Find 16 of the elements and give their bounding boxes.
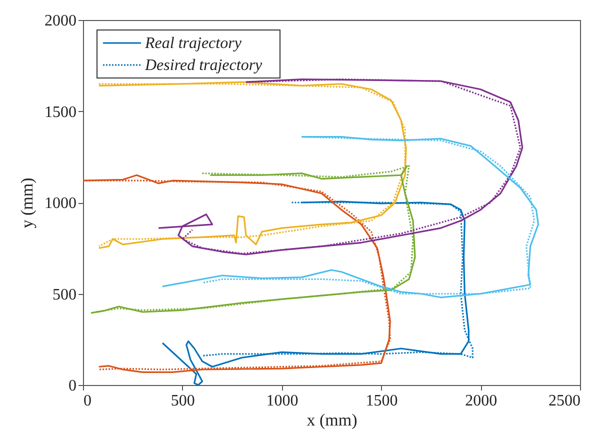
y-axis-title: y (mm) [18, 178, 36, 228]
y-tick-label: 1000 [44, 195, 76, 212]
x-tick-label: 0 [84, 392, 92, 410]
x-tick-label: 1500 [366, 392, 398, 410]
legend-label: Real trajectory [144, 35, 242, 52]
y-tick-label: 0 [68, 378, 76, 394]
x-tick-label: 2500 [548, 392, 580, 410]
x-tick-label: 500 [170, 392, 195, 410]
y-tick-label: 1500 [44, 104, 76, 121]
x-tick-label: 2000 [465, 392, 498, 410]
line-series [162, 200, 470, 385]
y-tick-label: 500 [52, 286, 76, 304]
y-tick-label: 2000 [44, 12, 76, 30]
x-axis-title: x (mm) [306, 410, 358, 430]
legend-label: Desired trajectory [144, 57, 264, 74]
x-tick-label: 1000 [266, 392, 298, 410]
